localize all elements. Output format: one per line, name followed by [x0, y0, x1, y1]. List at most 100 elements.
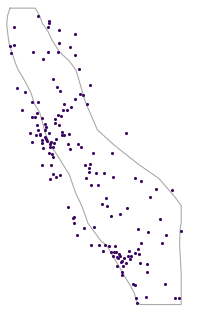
Point: [111, 174, 114, 179]
Point: [60, 113, 63, 118]
Point: [47, 24, 50, 29]
Point: [137, 227, 140, 232]
Point: [51, 76, 54, 81]
Point: [123, 256, 126, 261]
Point: [77, 141, 80, 146]
Point: [96, 183, 99, 188]
Point: [44, 136, 47, 141]
Point: [105, 195, 108, 200]
Point: [57, 50, 60, 55]
Point: [93, 224, 96, 229]
Point: [72, 215, 75, 220]
Point: [69, 105, 72, 110]
Point: [89, 243, 93, 248]
Point: [129, 254, 132, 259]
Point: [105, 204, 109, 209]
Point: [89, 182, 92, 187]
Point: [57, 41, 61, 46]
Point: [72, 221, 76, 226]
Point: [111, 150, 114, 155]
Point: [131, 281, 134, 286]
Point: [78, 67, 81, 72]
Point: [10, 51, 13, 56]
Point: [48, 130, 51, 135]
Point: [128, 256, 132, 261]
Point: [85, 101, 88, 106]
Point: [118, 254, 121, 259]
Point: [9, 44, 12, 49]
Point: [138, 260, 142, 265]
Point: [115, 254, 118, 259]
Point: [53, 121, 56, 126]
Point: [68, 44, 71, 49]
Point: [58, 28, 61, 33]
Point: [49, 177, 52, 182]
Point: [102, 170, 105, 175]
Point: [45, 125, 48, 130]
Point: [60, 132, 63, 137]
Point: [43, 135, 47, 140]
Point: [34, 132, 38, 137]
Point: [63, 101, 66, 106]
Point: [109, 249, 112, 254]
Point: [92, 151, 95, 156]
Point: [58, 172, 62, 177]
Point: [127, 249, 131, 254]
Point: [139, 240, 142, 245]
Point: [61, 130, 64, 135]
Point: [51, 144, 54, 149]
Point: [36, 110, 39, 115]
Point: [43, 121, 46, 126]
Point: [117, 251, 120, 256]
Point: [133, 175, 136, 180]
Point: [29, 131, 32, 136]
Point: [40, 115, 43, 121]
Point: [103, 242, 107, 247]
Point: [40, 163, 44, 168]
Point: [73, 52, 76, 57]
Point: [101, 249, 104, 254]
Point: [127, 254, 130, 259]
Point: [133, 282, 136, 287]
Point: [135, 296, 138, 301]
Point: [120, 272, 123, 277]
Point: [88, 83, 92, 88]
Point: [43, 128, 47, 133]
Point: [124, 131, 128, 136]
Point: [122, 263, 125, 268]
Point: [158, 216, 162, 221]
Point: [78, 91, 81, 96]
Point: [174, 296, 177, 301]
Point: [165, 233, 168, 238]
Point: [32, 49, 35, 54]
Point: [75, 233, 79, 238]
Point: [94, 171, 97, 176]
Point: [82, 225, 85, 230]
Point: [136, 300, 139, 305]
Point: [37, 100, 40, 105]
Point: [46, 139, 49, 144]
Point: [47, 21, 50, 26]
Point: [136, 247, 139, 252]
Point: [12, 43, 15, 48]
Point: [48, 145, 52, 150]
Point: [62, 132, 65, 137]
Point: [37, 127, 40, 132]
Point: [31, 140, 34, 145]
Point: [98, 242, 101, 247]
Point: [66, 142, 69, 147]
Point: [108, 243, 111, 248]
Point: [101, 201, 104, 206]
Point: [81, 92, 84, 97]
Point: [88, 170, 91, 175]
Point: [42, 146, 45, 151]
Point: [155, 187, 158, 192]
Point: [160, 240, 163, 245]
Point: [36, 14, 40, 19]
Point: [111, 254, 115, 259]
Point: [50, 151, 53, 156]
Point: [52, 172, 55, 177]
Point: [145, 261, 149, 266]
Point: [85, 175, 88, 180]
Point: [116, 255, 120, 260]
